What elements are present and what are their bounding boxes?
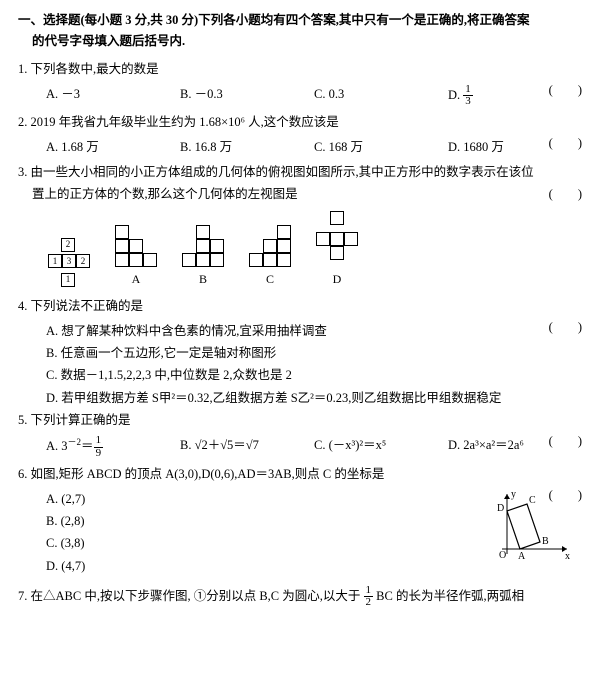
q1-opt-b: B. －0.3 [180,84,314,108]
section-title-1: 一、选择题(每小题 3 分,共 30 分)下列各小题均有四个答案,其中只有一个是… [18,13,529,27]
q5-opt-c: C. (－x³)²＝x⁵ [314,435,448,459]
q6-figure: y x O A B C D [487,489,572,568]
q1-opt-a: A. －3 [46,84,180,108]
q6-text: 6. 如图,矩形 ABCD 的顶点 A(3,0),D(0,6),AD＝3AB,则… [18,464,582,485]
svg-text:A: A [518,551,526,561]
svg-text:x: x [565,551,570,561]
q2-opt-a: A. 1.68 万 [46,137,180,158]
q5-paren: ( ) [549,431,582,452]
svg-text:y: y [511,489,516,500]
q4-opt-b: B. 任意画一个五边形,它一定是轴对称图形 [46,343,582,364]
q4-opt-a: A. 想了解某种饮料中含色素的情况,宜采用抽样调查 [46,321,582,342]
q5-opt-b: B. √2＋√5＝√7 [180,435,314,459]
q1-opt-c: C. 0.3 [314,84,448,108]
q4-opt-c: C. 数据－1,1.5,2,2,3 中,中位数是 2,众数也是 2 [46,365,582,386]
svg-text:B: B [542,536,549,547]
q2-opt-c: C. 168 万 [314,137,448,158]
q2-text: 2. 2019 年我省九年级毕业生约为 1.68×10⁶ 人,这个数应该是 [18,112,582,133]
q4-paren: ( ) [549,317,582,338]
q3-line2: 置上的正方体的个数,那么这个几何体的左视图是 [18,187,298,201]
q1-text: 1. 下列各数中,最大的数是 [18,59,582,80]
svg-text:C: C [529,495,536,506]
section-title-2: 的代号字母填入题后括号内. [18,34,185,48]
q3-paren: ( ) [549,184,582,205]
q3-line1: 3. 由一些大小相同的小正方体组成的几何体的俯视图如图所示,其中正方形中的数字表… [18,165,534,179]
q4-text: 4. 下列说法不正确的是 [18,296,582,317]
q1-paren: ( ) [549,80,582,101]
q5-opt-a: A. 3－2＝19 [46,435,180,459]
q2-opt-b: B. 16.8 万 [180,137,314,158]
q4-opt-d: D. 若甲组数据方差 S甲²＝0.32,乙组数据方差 S乙²＝0.23,则乙组数… [46,388,582,409]
q7-text: 7. 在△ABC 中,按以下步骤作图, ①分别以点 B,C 为圆心,以大于 12… [18,589,524,603]
q5-text: 5. 下列计算正确的是 [18,410,582,431]
q2-paren: ( ) [549,133,582,154]
q3-diagrams: 2 132 1 A B C [18,211,582,290]
svg-text:D: D [497,503,504,514]
svg-text:O: O [499,550,506,561]
